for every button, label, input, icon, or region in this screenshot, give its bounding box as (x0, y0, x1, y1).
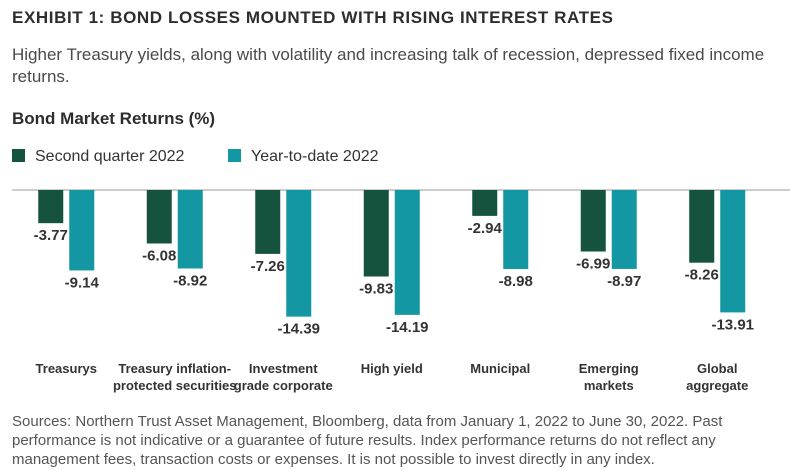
legend-swatch-second-quarter (12, 149, 25, 162)
legend-swatch-year-to-date (228, 149, 241, 162)
bar-year-to-date-5 (611, 190, 637, 269)
bar-second-quarter-4 (472, 190, 498, 216)
bar-second-quarter-5 (580, 190, 606, 252)
data-label-year-to-date-5: -8.97 (607, 273, 641, 290)
sources-footnote: Sources: Northern Trust Asset Management… (12, 413, 723, 468)
category-label-3-0: High yield (361, 361, 423, 376)
data-label-year-to-date-6: -13.91 (711, 316, 754, 333)
bar-second-quarter-6 (689, 190, 715, 263)
bar-second-quarter-1 (146, 190, 172, 244)
legend-item-second-quarter: Second quarter 2022 (12, 148, 184, 166)
data-label-year-to-date-1: -8.92 (173, 272, 207, 289)
bar-year-to-date-2 (286, 190, 312, 317)
exhibit-title: EXHIBIT 1: BOND LOSSES MOUNTED WITH RISI… (12, 8, 614, 27)
chart-title: Bond Market Returns (%) (12, 109, 216, 128)
category-label-5-0: Emerging (579, 361, 639, 376)
category-label-4-0: Municipal (470, 361, 530, 376)
bar-year-to-date-1 (177, 190, 203, 269)
legend-label-second-quarter: Second quarter 2022 (35, 148, 185, 165)
bar-year-to-date-4 (503, 190, 529, 270)
category-label-0-0: Treasurys (36, 361, 97, 376)
data-label-year-to-date-3: -14.19 (386, 319, 429, 336)
bond-returns-bar-chart: -3.77 -9.14 Treasurys -6.08 -8.92 Treasury in… (12, 189, 790, 393)
data-label-year-to-date-2: -14.39 (277, 321, 320, 338)
bar-second-quarter-2 (255, 190, 281, 254)
category-label-5-1: markets (584, 378, 634, 393)
category-label-1-0: Treasury inflation- (118, 361, 231, 376)
bar-second-quarter-3 (363, 190, 389, 277)
data-label-second-quarter-2: -7.26 (251, 258, 285, 275)
data-label-year-to-date-4: -8.98 (499, 273, 533, 290)
data-label-second-quarter-6: -8.26 (685, 267, 719, 284)
bar-year-to-date-6 (720, 190, 746, 313)
bar-year-to-date-3 (394, 190, 420, 315)
data-label-second-quarter-0: -3.77 (34, 227, 68, 244)
category-label-6-1: aggregate (686, 378, 748, 393)
category-label-2-0: Investment (249, 361, 318, 376)
exhibit-subtitle: Higher Treasury yields, along with volat… (12, 45, 765, 86)
data-label-year-to-date-0: -9.14 (65, 274, 100, 291)
bar-second-quarter-0 (38, 190, 64, 224)
data-label-second-quarter-4: -2.94 (468, 220, 503, 237)
legend-label-year-to-date: Year-to-date 2022 (251, 148, 379, 165)
data-label-second-quarter-3: -9.83 (359, 281, 393, 298)
category-label-6-0: Global (697, 361, 737, 376)
data-label-second-quarter-5: -6.99 (576, 256, 610, 273)
legend-item-year-to-date: Year-to-date 2022 (228, 148, 379, 166)
data-label-second-quarter-1: -6.08 (142, 248, 176, 265)
bar-year-to-date-0 (69, 190, 95, 271)
category-label-1-1: protected securities (113, 378, 237, 393)
category-label-2-1: grade corporate (234, 378, 333, 393)
